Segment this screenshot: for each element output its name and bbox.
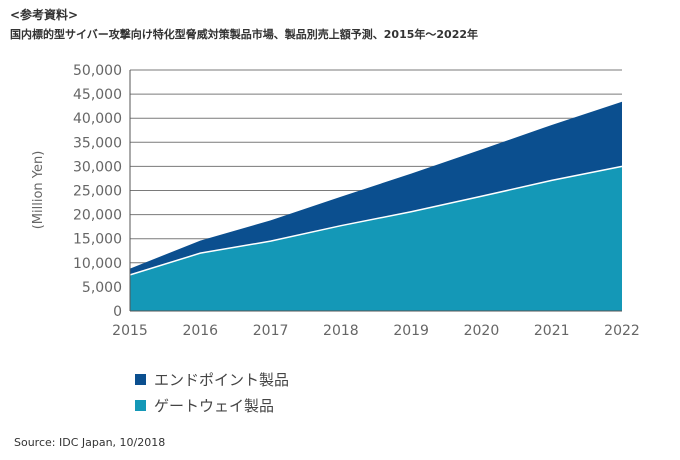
x-tick-label: 2018 [323, 323, 359, 339]
x-tick-label: 2021 [534, 323, 570, 339]
legend-swatch-gateway [135, 399, 146, 411]
y-tick-label: 5,000 [82, 280, 122, 296]
x-tick-label: 2015 [112, 323, 148, 339]
x-tick-label: 2019 [393, 323, 429, 339]
chart-title: 国内標的型サイバー攻撃向け特化型脅威対策製品市場、製品別売上額予測、2015年～… [10, 28, 479, 41]
source-note: Source: IDC Japan, 10/2018 [14, 436, 166, 449]
legend-item-endpoint: エンドポイント製品 [135, 366, 289, 392]
series-boundary-line [129, 165, 623, 276]
y-tick-label: 10,000 [73, 256, 122, 272]
y-tick-label: 35,000 [73, 135, 122, 151]
area-gateway-products [130, 166, 622, 311]
y-tick-label: 40,000 [73, 111, 122, 127]
x-tick-label: 2017 [253, 323, 289, 339]
axes [129, 70, 622, 312]
y-tick-labels: 0 5,000 10,000 15,000 20,000 25,000 30,000 35,0… [73, 63, 122, 320]
area-chart: 0 5,000 10,000 15,000 20,000 25,000 30,000 35,0… [31, 63, 640, 339]
y-tick-label: 20,000 [73, 208, 122, 224]
legend-label-endpoint: エンドポイント製品 [154, 370, 290, 389]
x-tick-label: 2016 [182, 323, 218, 339]
reference-note: <参考資料> [10, 8, 79, 22]
x-tick-label: 2020 [464, 323, 500, 339]
y-tick-label: 0 [113, 304, 122, 320]
legend: エンドポイント製品 ゲートウェイ製品 [135, 366, 289, 418]
x-tick-labels: 2015 2016 2017 2018 2019 2020 2021 2022 [112, 323, 640, 339]
y-tick-label: 50,000 [73, 63, 122, 79]
legend-item-gateway: ゲートウェイ製品 [135, 392, 289, 418]
y-tick-label: 25,000 [73, 184, 122, 200]
y-tick-label: 30,000 [73, 159, 122, 175]
y-tick-label: 45,000 [73, 87, 122, 103]
y-tick-label: 15,000 [73, 232, 122, 248]
x-tick-label: 2022 [604, 323, 640, 339]
y-axis-label: (Million Yen) [31, 151, 46, 230]
area-series [129, 101, 623, 311]
legend-swatch-endpoint [135, 373, 146, 385]
area-endpoint-products [130, 101, 622, 275]
legend-label-gateway: ゲートウェイ製品 [154, 396, 275, 415]
